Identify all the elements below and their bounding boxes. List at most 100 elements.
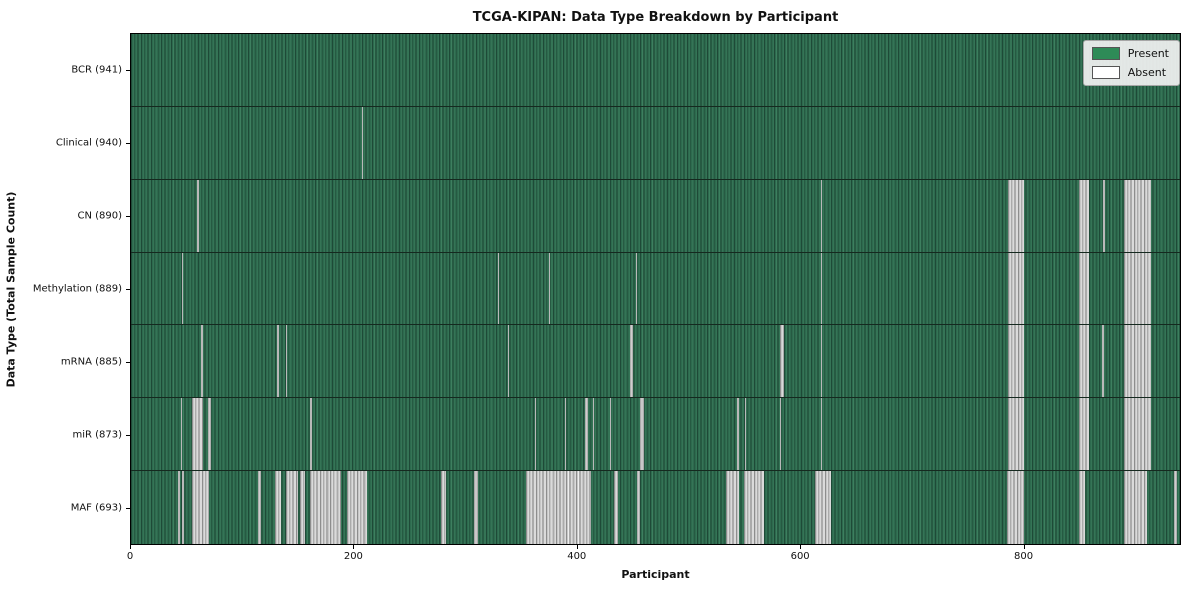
absent-segment (1008, 179, 1024, 252)
absent-segment (525, 471, 592, 544)
x-tick-mark (353, 545, 355, 549)
absent-segment (1008, 398, 1024, 471)
absent-segment (821, 398, 823, 471)
y-tick-label-mir: miR (873) (72, 429, 122, 441)
absent-segment (1124, 179, 1151, 252)
absent-segment (361, 106, 363, 179)
absent-segment (637, 471, 641, 544)
legend-item-present: Present (1091, 47, 1169, 60)
absent-segment (285, 471, 299, 544)
absent-segment (584, 398, 589, 471)
absent-segment (181, 398, 183, 471)
heatmap-row-mrna (131, 325, 1180, 399)
absent-segment (274, 471, 282, 544)
absent-segment (1008, 252, 1024, 325)
x-tick-label-800: 800 (1013, 551, 1034, 562)
absent-segment (1124, 325, 1151, 398)
absent-segment (285, 325, 288, 398)
absent-segment (630, 325, 633, 398)
heatmap-row-bcr (131, 34, 1180, 107)
y-tick-label-cn: CN (890) (77, 210, 122, 222)
absent-segment (1101, 325, 1105, 398)
present-swatch-icon (1091, 47, 1120, 60)
y-tick-mark (126, 142, 130, 144)
absent-segment (310, 398, 312, 471)
absent-segment (613, 471, 619, 544)
y-tick-mark (126, 508, 130, 510)
heatmap-row-maf (131, 471, 1180, 544)
chart-title: TCGA-KIPAN: Data Type Breakdown by Parti… (472, 10, 839, 25)
x-tick-mark (800, 545, 802, 549)
absent-segment (779, 398, 781, 471)
absent-segment (1007, 471, 1024, 544)
absent-segment (192, 398, 204, 471)
absent-segment (474, 471, 478, 544)
absent-segment (182, 471, 185, 544)
absent-segment (564, 398, 566, 471)
absent-segment (201, 325, 204, 398)
absent-segment (549, 252, 551, 325)
absent-segment (182, 252, 184, 325)
absent-segment (779, 325, 785, 398)
x-tick-mark (576, 545, 578, 549)
y-tick-label-methylation: Methylation (889) (32, 283, 122, 295)
absent-segment (1124, 398, 1151, 471)
legend-label-absent: Absent (1127, 66, 1167, 79)
x-tick-mark (130, 545, 131, 549)
x-tick-label-600: 600 (790, 551, 810, 562)
x-tick-label-400: 400 (567, 551, 587, 562)
heatmap-row-cn (131, 179, 1180, 253)
heatmap-row-methylation (131, 252, 1180, 326)
absent-segment (497, 252, 499, 325)
absent-segment (1103, 179, 1106, 252)
absent-segment (744, 471, 765, 544)
y-tick-mark (126, 215, 130, 217)
y-tick-mark (126, 69, 130, 71)
absent-segment (440, 471, 447, 544)
absent-segment (277, 325, 280, 398)
absent-segment (177, 471, 181, 544)
legend: Present Absent (1082, 40, 1180, 86)
absent-segment (207, 398, 212, 471)
absent-segment (300, 471, 305, 544)
absent-segment (534, 398, 536, 471)
x-tick-label-200: 200 (343, 551, 363, 562)
heatmap-row-clinical (131, 106, 1180, 180)
y-tick-mark (126, 289, 130, 290)
absent-segment (347, 471, 368, 544)
absent-segment (635, 252, 638, 325)
legend-item-absent: Absent (1091, 66, 1169, 79)
y-tick-mark (126, 362, 130, 364)
absent-segment (1078, 471, 1086, 544)
absent-segment (196, 179, 199, 252)
absent-segment (1124, 252, 1151, 325)
absent-segment (1078, 325, 1089, 398)
absent-segment (737, 398, 739, 471)
absent-segment (507, 325, 509, 398)
x-tick-label-0: 0 (126, 551, 134, 562)
absent-segment (1124, 471, 1147, 544)
absent-segment (821, 252, 823, 325)
absent-swatch-icon (1091, 66, 1120, 79)
absent-segment (258, 471, 262, 544)
x-tick-mark (1023, 545, 1025, 549)
absent-segment (1174, 471, 1177, 544)
absent-segment (1078, 398, 1089, 471)
absent-segment (610, 398, 612, 471)
absent-segment (310, 471, 341, 544)
heatmap-row-mir (131, 398, 1180, 472)
absent-segment (640, 398, 644, 471)
y-tick-label-maf: MAF (693) (70, 502, 122, 514)
absent-segment (821, 179, 823, 252)
absent-segment (745, 398, 747, 471)
legend-label-present: Present (1127, 47, 1169, 60)
y-tick-label-clinical: Clinical (940) (55, 137, 122, 149)
absent-segment (592, 398, 594, 471)
absent-segment (726, 471, 739, 544)
absent-segment (1078, 179, 1089, 252)
x-axis-label: Participant (621, 568, 690, 581)
absent-segment (1008, 325, 1024, 398)
absent-segment (821, 325, 823, 398)
y-tick-label-mrna: mRNA (885) (60, 356, 122, 368)
